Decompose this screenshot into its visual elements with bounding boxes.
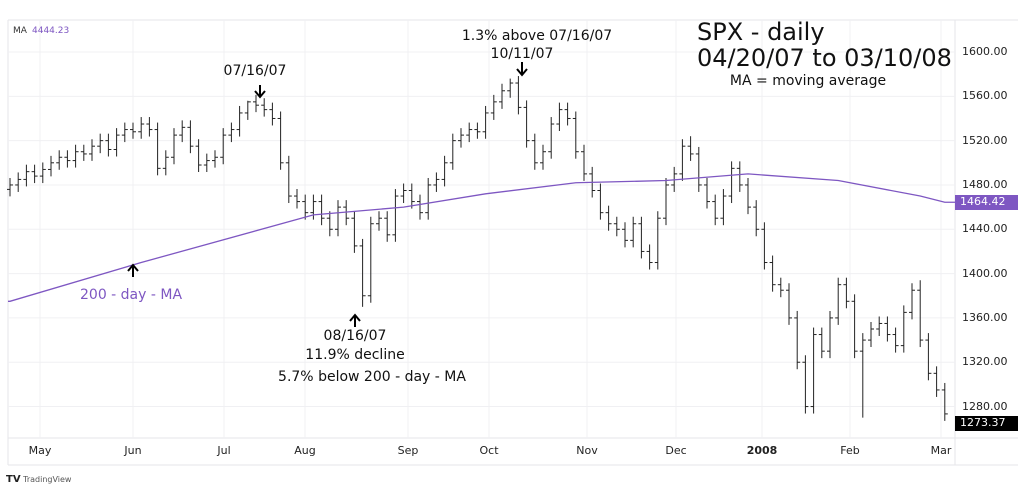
chart-note: MA = moving average xyxy=(729,73,887,89)
y-tick-label: 1440.00 xyxy=(962,222,1008,236)
y-tick-label: 1280.00 xyxy=(962,399,1008,413)
legend-ma-value: 4444.23 xyxy=(32,26,70,36)
x-tick-label: Sep xyxy=(397,444,419,457)
x-tick-label: May xyxy=(28,444,52,457)
arrow-head-icon xyxy=(349,313,361,322)
legend-ma-label: MA xyxy=(13,26,27,36)
x-tick-label: 2008 xyxy=(746,444,778,457)
x-tick-label: Feb xyxy=(840,444,860,457)
x-tick-label: Jul xyxy=(217,444,231,457)
y-tick-label: 1400.00 xyxy=(962,266,1008,280)
y-tick-label: 1360.00 xyxy=(962,310,1008,324)
chart-subtitle: 04/20/07 to 03/10/08 xyxy=(697,44,952,72)
y-tick-label: 1320.00 xyxy=(962,355,1008,369)
y-tick-label: 1600.00 xyxy=(962,45,1008,58)
annotation-aug-2: 11.9% decline xyxy=(305,347,405,363)
y-tick-label: 1560.00 xyxy=(962,89,1008,103)
last-ma-label: 1464.42 xyxy=(955,195,1018,210)
annotation-jul: 07/16/07 xyxy=(223,63,287,79)
x-tick-label: Nov xyxy=(576,444,598,457)
annotation-aug-3: 5.7% below 200 - day - MA xyxy=(278,369,466,385)
brand-text: TradingView xyxy=(23,475,72,484)
tradingview-logo[interactable]: TV TradingView xyxy=(6,474,72,485)
x-tick-label: Mar xyxy=(930,444,952,457)
annotation-oct-1: 1.3% above 07/16/07 xyxy=(461,28,613,44)
x-tick-label: Dec xyxy=(665,444,687,457)
ma-line xyxy=(8,173,955,302)
annotation-aug-1: 08/16/07 xyxy=(323,328,387,344)
arrow-head-icon xyxy=(254,90,266,99)
y-tick-label: 1480.00 xyxy=(962,177,1008,191)
x-tick-label: Aug xyxy=(294,444,316,457)
x-tick-label: Oct xyxy=(479,444,499,457)
last-price-label: 1273.37 xyxy=(955,416,1018,431)
arrow-head-icon xyxy=(516,68,528,77)
chart-title: SPX - daily xyxy=(697,18,825,46)
ma-label: 200 - day - MA xyxy=(80,287,183,303)
y-tick-label: 1520.00 xyxy=(962,133,1008,147)
x-tick-label: Jun xyxy=(124,444,142,457)
annotation-oct-2: 10/11/07 xyxy=(490,46,554,62)
arrow-head-icon xyxy=(127,263,139,272)
